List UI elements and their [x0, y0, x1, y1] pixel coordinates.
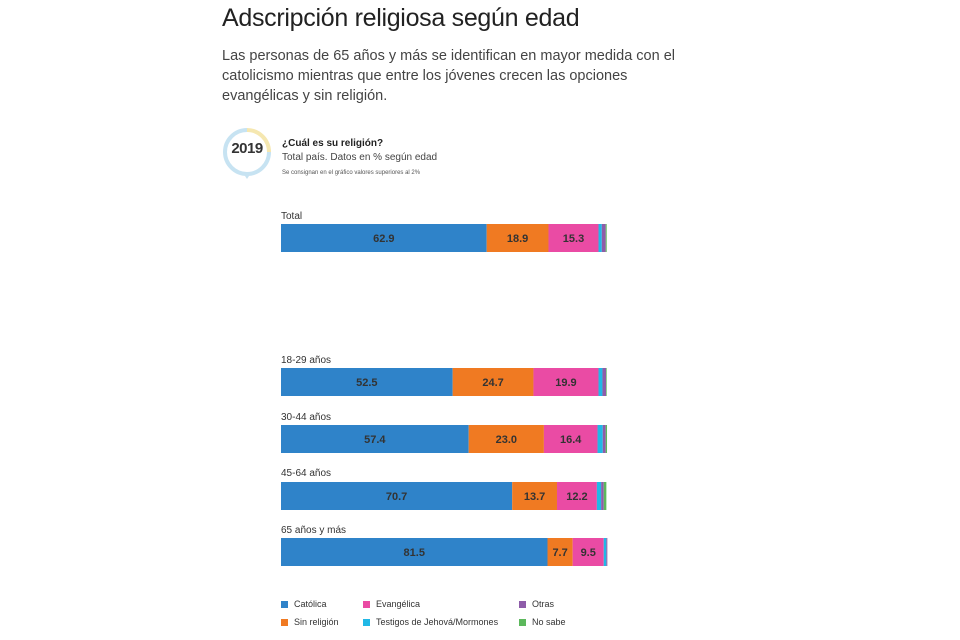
- bar-segment: [556, 482, 597, 510]
- legend-label: No sabe: [532, 617, 566, 627]
- bar-segment: [281, 482, 513, 510]
- data-label: 62.9: [373, 233, 394, 245]
- bar-segment: [572, 538, 604, 566]
- legend-item: Testigos de Jehová/Mormones: [363, 617, 498, 627]
- bar-segment: [606, 538, 608, 566]
- data-label: 81.5: [404, 547, 425, 559]
- question-note: Se consignan en el gráfico valores super…: [282, 170, 421, 176]
- bar-segment: [281, 538, 548, 566]
- year-badge: 2019: [222, 126, 272, 180]
- page-title: Adscripción religiosa según edad: [222, 4, 580, 32]
- year-badge-ring-icon: [223, 128, 271, 179]
- bar-segment: [596, 482, 602, 510]
- question-subtitle: Total país. Datos en % según edad: [282, 152, 438, 163]
- category-label: 18-29 años: [281, 355, 331, 366]
- bar-segment: [601, 482, 604, 510]
- legend-item: Sin religión: [281, 617, 339, 627]
- data-label: 16.4: [560, 434, 582, 446]
- data-label: 18.9: [507, 233, 528, 245]
- legend-item: Otras: [519, 599, 554, 609]
- bar-segment: [602, 425, 606, 453]
- legend-swatch: [519, 618, 526, 626]
- category-label: Total: [281, 211, 302, 222]
- data-label: 52.5: [356, 377, 377, 389]
- year-badge-label: 2019: [231, 140, 263, 157]
- bar-segment: [601, 224, 606, 252]
- bar-segment: [603, 482, 607, 510]
- bar-segment: [281, 368, 453, 396]
- data-label: 13.7: [524, 491, 545, 503]
- legend-item: Evangélica: [363, 599, 420, 609]
- category-label: 30-44 años: [281, 412, 331, 423]
- legend-label: Testigos de Jehová/Mormones: [376, 617, 499, 627]
- legend-swatch: [519, 600, 526, 608]
- bar-segment: [603, 538, 607, 566]
- legend-item: Católica: [281, 599, 327, 609]
- category-label: 45-64 años: [281, 468, 331, 479]
- bar-segment: [548, 224, 599, 252]
- data-label: 57.4: [364, 434, 386, 446]
- legend-label: Sin religión: [294, 617, 339, 627]
- page-subtitle: Las personas de 65 años y más se identif…: [222, 48, 675, 104]
- bar-segment: [452, 368, 534, 396]
- bar-segment: [598, 368, 603, 396]
- bar-segment: [598, 224, 602, 252]
- bar-segment: [468, 425, 544, 453]
- bar-segment: [606, 368, 607, 396]
- data-label: 12.2: [566, 491, 587, 503]
- legend-swatch: [363, 618, 370, 626]
- legend-label: Evangélica: [376, 599, 421, 609]
- data-label: 9.5: [581, 547, 596, 559]
- bar-segment: [281, 425, 469, 453]
- legend-label: Católica: [294, 599, 327, 609]
- data-label: 15.3: [563, 233, 584, 245]
- bar-segment: [605, 224, 607, 252]
- question-title: ¿Cuál es su religión?: [282, 138, 384, 149]
- legend-item: No sabe: [519, 617, 566, 627]
- legend-swatch: [281, 618, 288, 626]
- bar-segment: [597, 425, 603, 453]
- data-label: 70.7: [386, 491, 407, 503]
- category-label: 65 años y más: [281, 525, 346, 536]
- bar-segment: [547, 538, 573, 566]
- legend-swatch: [281, 600, 288, 608]
- bar-segment: [533, 368, 599, 396]
- bar-segment: [281, 224, 487, 252]
- legend-swatch: [363, 600, 370, 608]
- legend-label: Otras: [532, 599, 555, 609]
- bar-segment: [543, 425, 598, 453]
- data-label: 19.9: [555, 377, 576, 389]
- bar-segment: [602, 368, 607, 396]
- bar-segment: [512, 482, 557, 510]
- data-label: 7.7: [552, 547, 567, 559]
- data-label: 23.0: [496, 434, 517, 446]
- bar-segment: [605, 425, 608, 453]
- bar-segment: [486, 224, 549, 252]
- data-label: 24.7: [482, 377, 503, 389]
